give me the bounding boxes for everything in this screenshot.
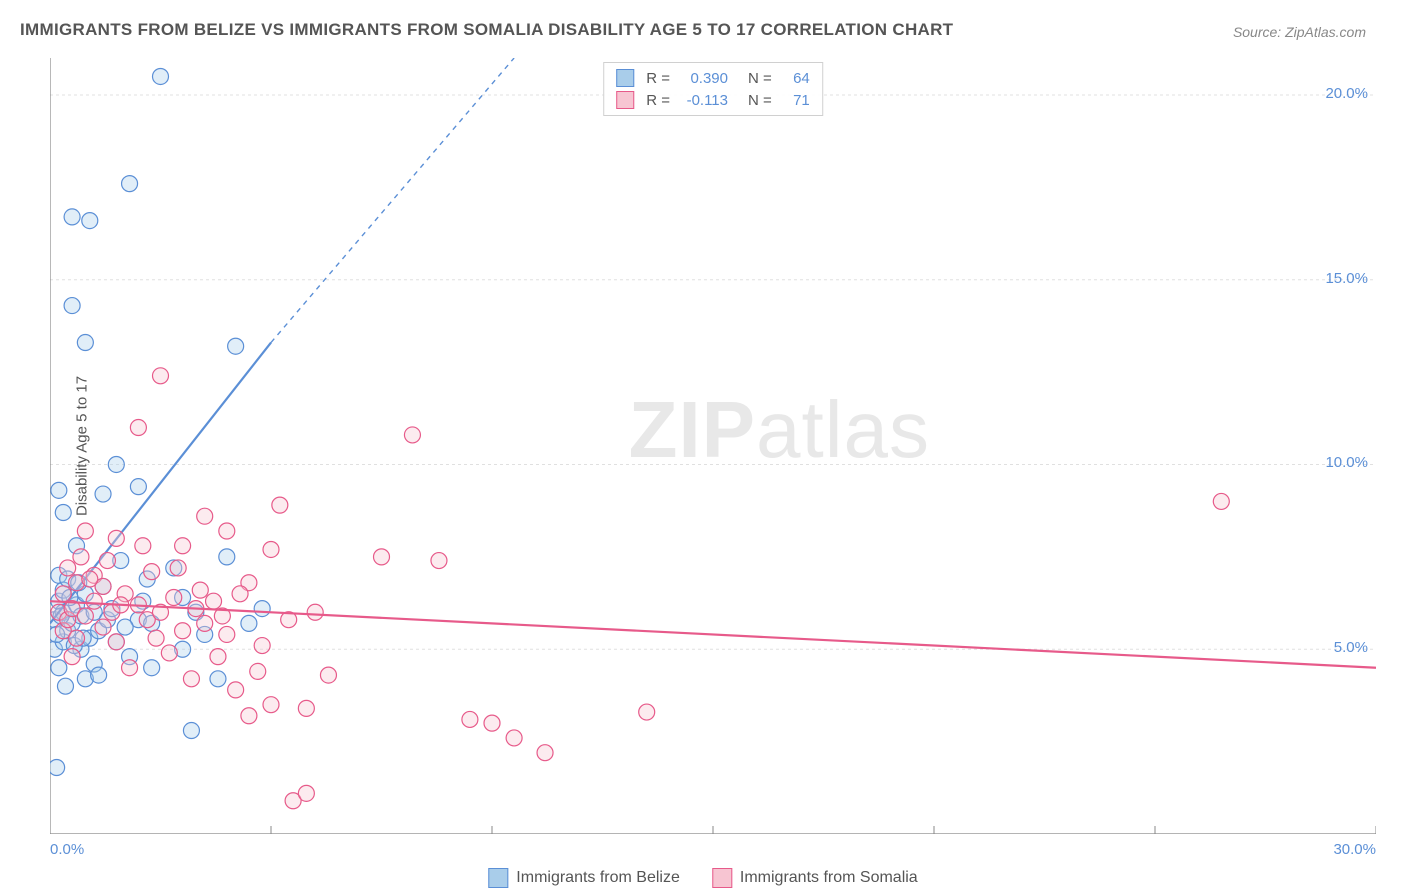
n-value: 64 [780,70,810,87]
y-tick-label: 20.0% [1325,85,1368,102]
r-value: 0.390 [678,70,728,87]
legend-swatch [616,69,634,87]
x-tick-label: 30.0% [1333,841,1376,858]
legend-swatch [488,868,508,888]
chart-title: IMMIGRANTS FROM BELIZE VS IMMIGRANTS FRO… [20,20,953,40]
r-value: -0.113 [678,92,728,109]
y-tick-label: 5.0% [1334,639,1368,656]
correlation-legend: R = 0.390 N = 64 R = -0.113 N = 71 [603,62,823,116]
x-tick-label: 0.0% [50,841,84,858]
y-tick-label: 10.0% [1325,454,1368,471]
legend-row: R = -0.113 N = 71 [616,89,810,111]
source-label: Source: ZipAtlas.com [1233,24,1366,40]
legend-label: Immigrants from Somalia [740,869,918,887]
r-label: R = [646,70,670,87]
n-value: 71 [780,92,810,109]
series-legend-item: Immigrants from Somalia [712,868,918,888]
series-legend-item: Immigrants from Belize [488,868,680,888]
legend-swatch [712,868,732,888]
legend-label: Immigrants from Belize [516,869,680,887]
y-tick-label: 15.0% [1325,270,1368,287]
scatter-plot [50,58,1376,834]
n-label: N = [748,92,772,109]
legend-swatch [616,91,634,109]
r-label: R = [646,92,670,109]
legend-row: R = 0.390 N = 64 [616,67,810,89]
chart-area: ZIPatlas R = 0.390 N = 64 R = -0.113 N =… [50,58,1376,834]
n-label: N = [748,70,772,87]
series-legend: Immigrants from Belize Immigrants from S… [488,868,917,888]
